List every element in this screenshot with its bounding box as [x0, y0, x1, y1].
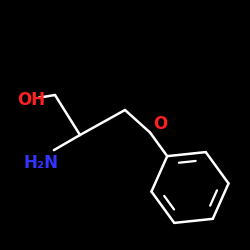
Text: O: O — [153, 115, 167, 133]
Text: OH: OH — [17, 91, 45, 109]
Text: H₂N: H₂N — [24, 154, 59, 172]
